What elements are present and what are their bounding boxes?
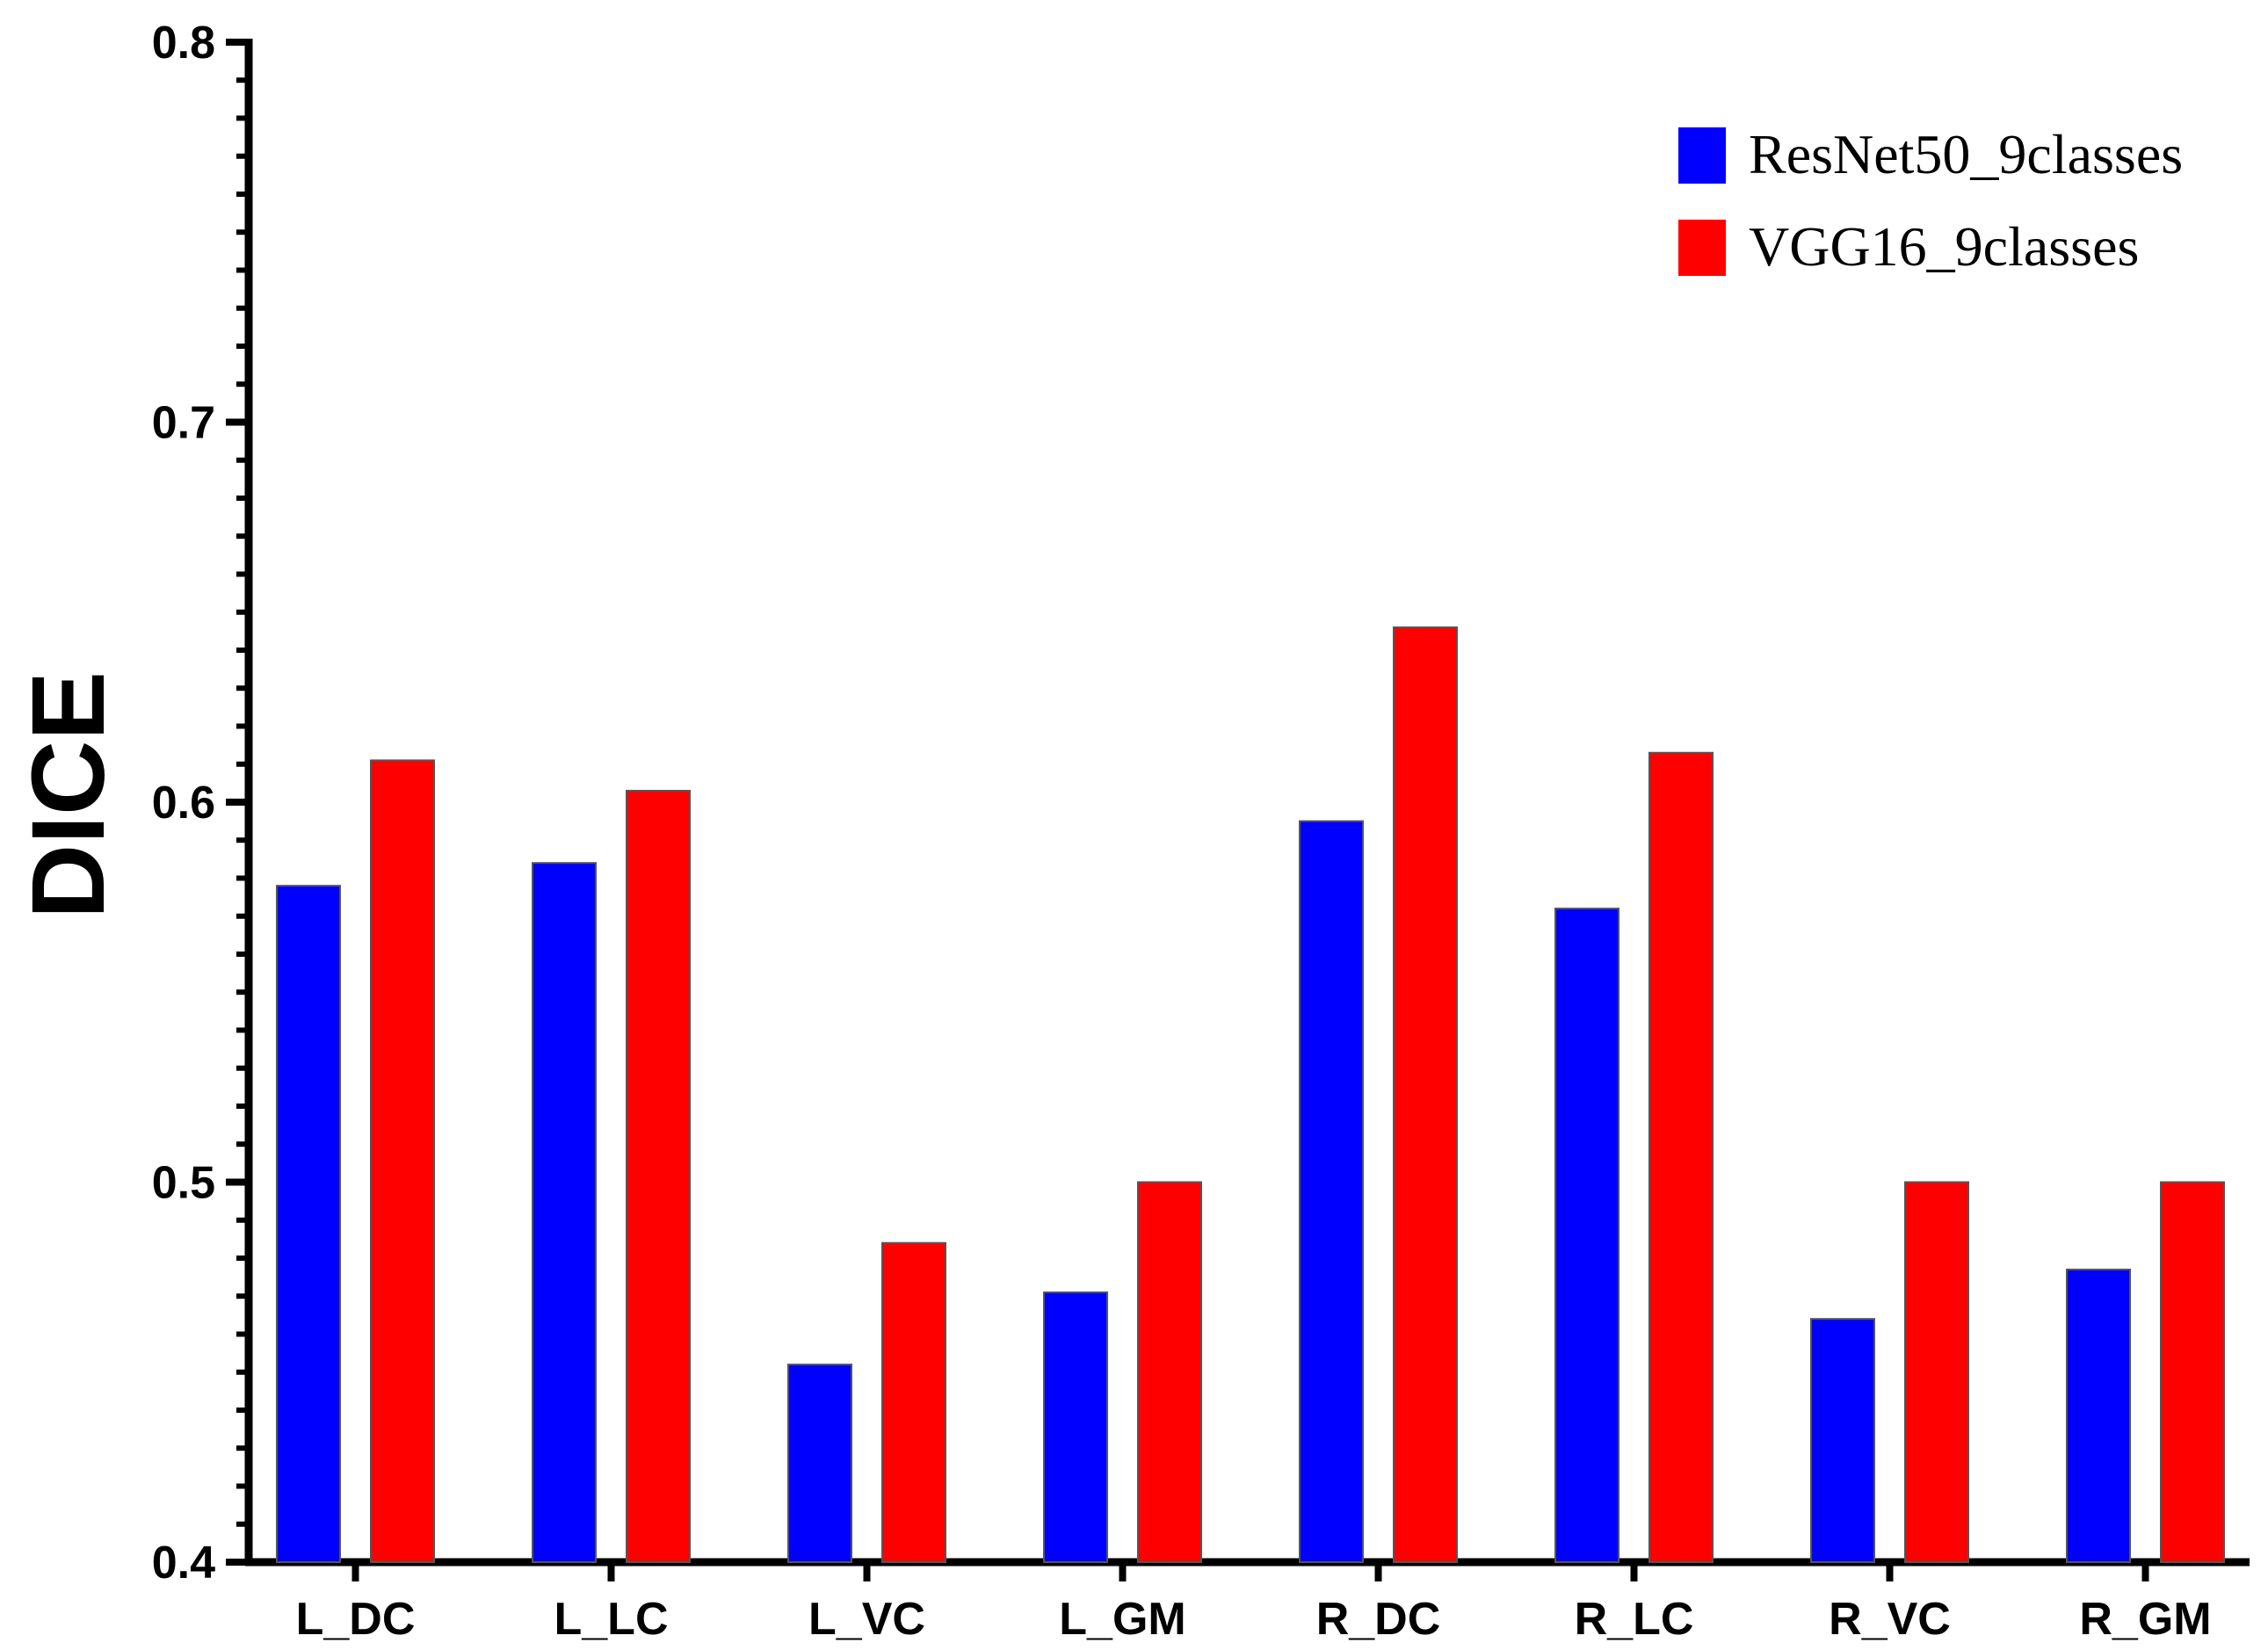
bar-l-dc-vgg16-9classes (370, 759, 435, 1563)
y-tick-label: 0.5 (152, 1158, 215, 1209)
legend-label: ResNet50_9classes (1749, 123, 2183, 185)
x-tick-label: L_DC (296, 1594, 416, 1645)
bar-r-lc-resnet50-9classes (1554, 908, 1619, 1563)
bar-r-dc-resnet50-9classes (1299, 820, 1364, 1563)
bar-l-dc-resnet50-9classes (276, 885, 341, 1563)
x-tick-label: R_LC (1575, 1594, 1694, 1645)
bars (276, 626, 2225, 1564)
legend: ResNet50_9classes VGG16_9classes (1678, 123, 2183, 278)
legend-swatch (1678, 220, 1726, 276)
y-tick-label: 0.8 (152, 18, 215, 69)
bar-l-gm-vgg16-9classes (1137, 1181, 1202, 1563)
y-tick-label: 0.6 (152, 778, 215, 829)
x-tick-label: L_LC (554, 1594, 669, 1645)
x-axis: L_DC L_LC L_VC L_GM R_DC R_LC R_VC R_GM (245, 1558, 2250, 1645)
x-tick-label: R_VC (1829, 1594, 1951, 1645)
x-tick-label: R_GM (2079, 1594, 2211, 1645)
x-tick-label: R_DC (1316, 1594, 1441, 1645)
bar-r-gm-resnet50-9classes (2066, 1268, 2131, 1563)
y-tick-label: 0.4 (152, 1538, 215, 1588)
bar-r-dc-vgg16-9classes (1393, 626, 1458, 1563)
y-tick-label: 0.7 (152, 398, 215, 449)
legend-label: VGG16_9classes (1749, 215, 2139, 278)
bar-r-gm-vgg16-9classes (2160, 1181, 2225, 1563)
x-tick-label: L_VC (808, 1594, 925, 1645)
bar-l-gm-resnet50-9classes (1043, 1291, 1108, 1564)
bar-r-vc-vgg16-9classes (1904, 1181, 1969, 1563)
bar-l-lc-resnet50-9classes (532, 862, 597, 1563)
bar-l-vc-resnet50-9classes (787, 1364, 852, 1563)
bar-r-vc-resnet50-9classes (1810, 1318, 1875, 1563)
bar-l-lc-vgg16-9classes (626, 790, 691, 1563)
y-axis-label: DICE (11, 671, 127, 919)
bar-r-lc-vgg16-9classes (1648, 751, 1714, 1563)
y-axis: 0.4 0.5 0.6 0.7 0.8 (152, 18, 253, 1588)
legend-swatch (1678, 127, 1726, 184)
bar-l-vc-vgg16-9classes (881, 1241, 946, 1563)
x-tick-label: L_GM (1059, 1594, 1185, 1645)
